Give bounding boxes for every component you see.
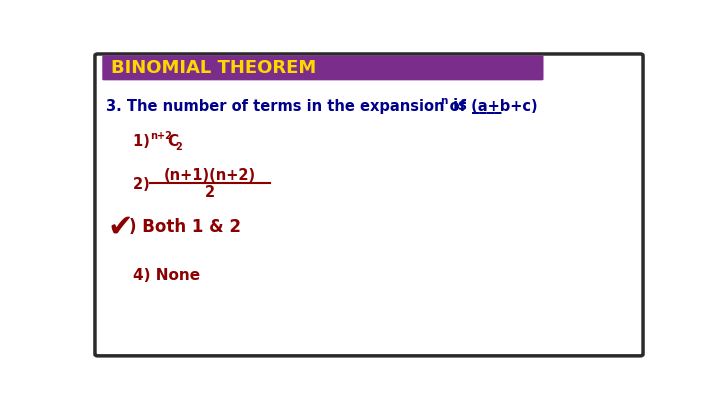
Text: n+2: n+2	[150, 131, 172, 141]
Text: 2: 2	[175, 142, 182, 152]
Text: (n+1)(n+2): (n+1)(n+2)	[164, 168, 256, 183]
FancyBboxPatch shape	[95, 54, 643, 356]
Text: 2): 2)	[132, 177, 155, 192]
Text: 1): 1)	[132, 134, 155, 149]
Text: 2: 2	[205, 185, 215, 200]
Text: BINOMIAL THEOREM: BINOMIAL THEOREM	[111, 59, 316, 77]
FancyBboxPatch shape	[102, 55, 544, 80]
Text: ) Both 1 & 2: ) Both 1 & 2	[129, 218, 240, 236]
Text: 4) None: 4) None	[132, 268, 199, 283]
Text: n: n	[441, 96, 448, 106]
Text: is ____: is ____	[448, 98, 502, 114]
Text: ✔: ✔	[107, 213, 132, 242]
Text: C: C	[168, 134, 179, 149]
Text: 3. The number of terms in the expansion of (a+b+c): 3. The number of terms in the expansion …	[106, 99, 537, 114]
